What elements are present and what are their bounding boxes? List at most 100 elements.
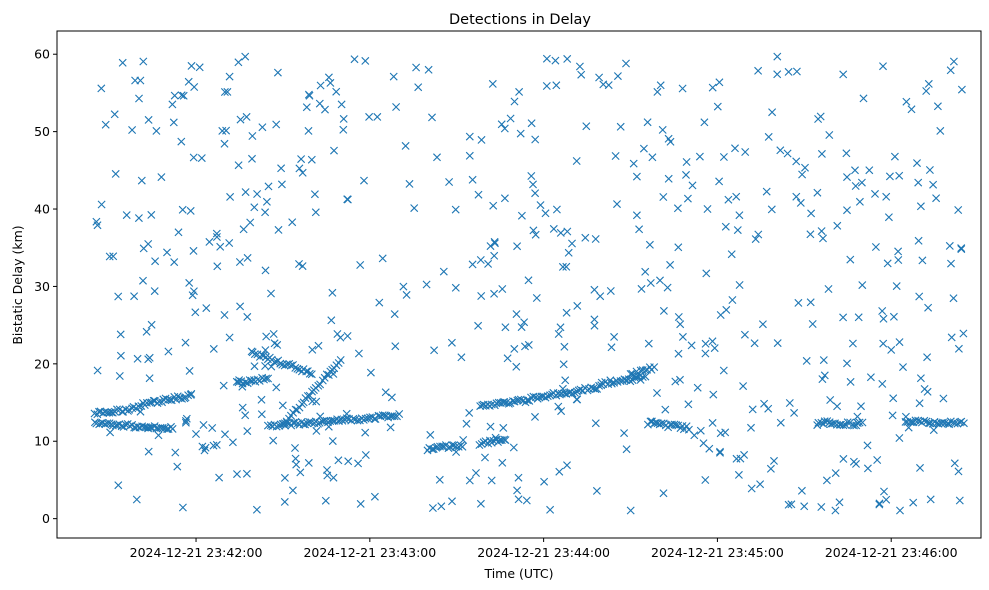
detection-marker xyxy=(851,182,860,190)
detection-marker xyxy=(587,383,596,392)
detection-marker xyxy=(361,428,370,437)
detection-marker xyxy=(702,269,711,278)
detection-marker xyxy=(817,227,826,236)
x-tick-label: 2024-12-21 23:42:00 xyxy=(130,545,263,560)
detection-marker xyxy=(653,87,662,96)
detection-marker xyxy=(239,225,248,234)
detection-marker xyxy=(595,73,604,82)
detection-marker xyxy=(487,400,496,409)
detection-marker xyxy=(222,126,231,135)
detection-marker xyxy=(939,394,948,403)
detection-marker xyxy=(106,428,115,437)
detection-marker xyxy=(929,180,938,189)
detection-marker xyxy=(468,175,477,184)
detection-marker xyxy=(479,438,488,447)
detection-marker xyxy=(719,366,728,375)
detection-marker xyxy=(490,251,499,260)
detection-marker xyxy=(531,135,540,144)
detection-marker xyxy=(527,172,536,180)
detection-marker xyxy=(843,206,851,215)
detection-marker xyxy=(121,420,130,429)
detection-marker xyxy=(650,363,659,372)
detection-marker xyxy=(750,339,759,348)
detection-marker xyxy=(454,442,463,451)
detection-marker xyxy=(192,430,200,438)
detection-marker xyxy=(696,426,705,435)
detection-marker xyxy=(234,161,243,170)
detection-marker xyxy=(354,459,363,468)
detection-marker xyxy=(181,338,190,347)
detection-marker xyxy=(451,442,460,451)
detection-marker xyxy=(209,441,218,450)
detection-marker xyxy=(392,103,401,111)
detection-marker xyxy=(257,395,266,404)
detection-marker xyxy=(459,436,468,444)
detection-marker xyxy=(590,315,599,324)
x-tick-label: 2024-12-21 23:44:00 xyxy=(477,545,610,560)
detection-marker xyxy=(280,361,289,370)
detection-marker xyxy=(181,418,190,427)
detection-marker xyxy=(131,76,140,85)
detection-marker xyxy=(735,281,744,289)
detection-marker xyxy=(401,141,410,150)
detection-marker xyxy=(889,312,898,321)
detection-marker xyxy=(563,461,571,470)
detection-marker xyxy=(895,338,904,347)
detection-marker xyxy=(97,84,106,93)
detection-marker xyxy=(643,118,652,127)
detection-marker xyxy=(474,321,483,330)
detection-marker xyxy=(520,318,529,327)
detection-marker xyxy=(424,65,433,74)
detection-marker xyxy=(863,441,872,450)
detection-marker xyxy=(831,469,840,478)
detection-marker xyxy=(299,398,308,407)
detection-marker xyxy=(644,339,653,348)
detection-marker xyxy=(272,120,281,129)
detection-marker xyxy=(436,442,444,451)
detection-marker xyxy=(487,476,496,485)
detection-marker xyxy=(873,456,882,464)
detection-marker xyxy=(853,412,862,421)
detection-marker xyxy=(536,201,545,210)
detection-marker xyxy=(295,164,304,173)
detection-marker xyxy=(801,163,809,172)
detection-marker xyxy=(902,97,911,106)
detection-marker xyxy=(181,416,190,425)
detection-marker xyxy=(145,398,154,407)
detection-marker xyxy=(616,122,625,131)
detection-marker xyxy=(373,112,382,121)
y-tick-label: 30 xyxy=(34,279,50,294)
detection-marker xyxy=(220,311,229,319)
detection-marker xyxy=(671,377,680,386)
detection-marker xyxy=(226,192,235,201)
detection-marker xyxy=(949,294,958,303)
detection-marker xyxy=(161,394,170,403)
detection-marker xyxy=(499,423,508,432)
detection-marker xyxy=(515,87,524,96)
detection-marker xyxy=(656,81,665,90)
detection-marker xyxy=(546,391,555,400)
detection-marker xyxy=(174,228,183,237)
detection-marker xyxy=(638,373,647,381)
detection-marker xyxy=(722,305,731,314)
detection-marker xyxy=(857,402,865,411)
detection-marker xyxy=(673,204,682,213)
detection-marker xyxy=(734,470,743,479)
detection-marker xyxy=(262,197,271,206)
detection-marker xyxy=(264,182,273,191)
detection-marker xyxy=(298,262,307,271)
detection-marker xyxy=(922,87,931,95)
detection-marker xyxy=(756,480,765,489)
detection-marker xyxy=(695,152,704,161)
detection-marker xyxy=(523,396,532,405)
detection-marker xyxy=(953,419,962,428)
detection-marker xyxy=(590,321,599,330)
detection-marker xyxy=(554,402,563,411)
detection-marker xyxy=(676,375,684,384)
detection-marker xyxy=(664,134,673,143)
detection-marker xyxy=(792,157,801,166)
detection-marker xyxy=(843,359,851,368)
detection-marker xyxy=(739,382,748,391)
detection-marker xyxy=(629,159,638,168)
x-tick-label: 2024-12-21 23:45:00 xyxy=(651,545,784,560)
